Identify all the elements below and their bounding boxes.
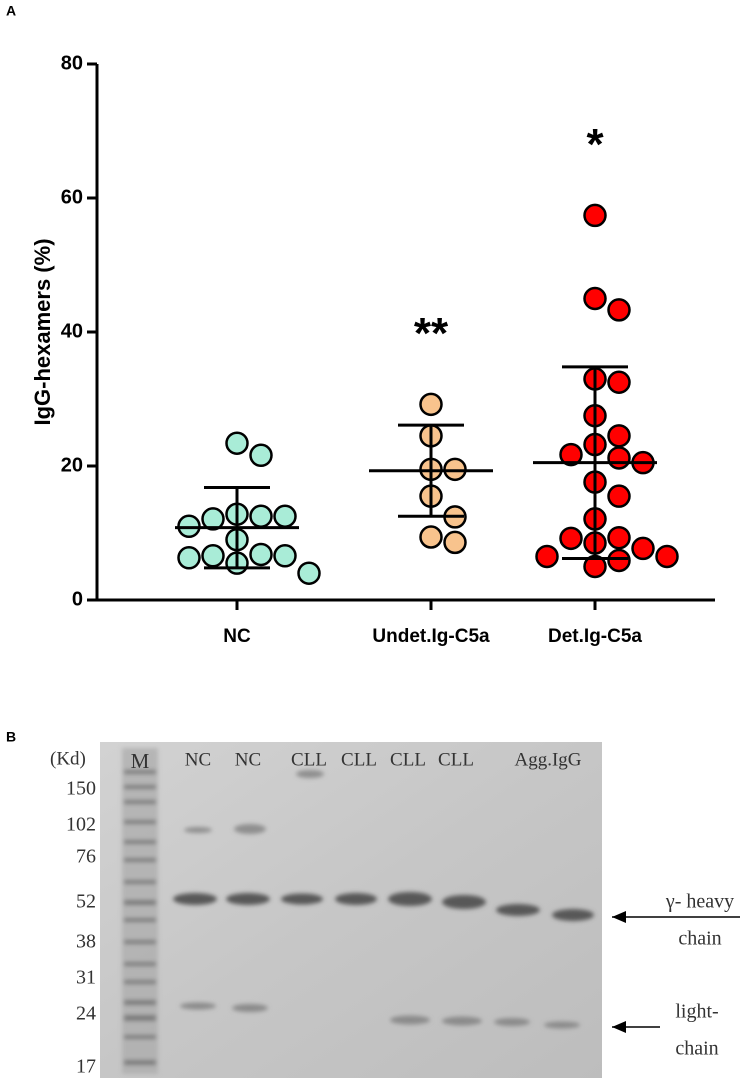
marker-size: 52 [76,891,96,913]
data-point [583,203,607,228]
data-point [443,530,467,555]
band-label: chain [675,1038,718,1060]
x-tick-label: Det.Ig-C5a [548,626,642,647]
band-label: light- [675,1001,718,1023]
marker-size: 17 [76,1056,96,1078]
lane-label: CLL [291,749,327,770]
panel-label: B [6,729,16,745]
lane-label: Agg.IgG [514,749,581,770]
dot-plot: 0 20 40 60 80 IgG-hexamers (%) NC Undet.Ig-C5a D… [30,52,715,647]
y-tick-label: 0 [72,588,83,610]
data-point [249,542,273,567]
marker-size: 31 [76,967,96,989]
data-point [559,526,583,551]
data-point [655,544,679,569]
marker-size: 102 [66,814,96,836]
band-label: γ- heavy [665,891,734,913]
data-point [535,544,559,569]
data-point [297,561,321,585]
data-point [607,446,631,470]
lane-label: CLL [390,749,426,770]
y-axis-label: IgG-hexamers (%) [30,238,55,425]
data-point [249,443,273,468]
data-point [559,442,583,467]
data-point [201,544,225,568]
gel-labels: NC NC CLL CLL CLL CLL Agg.IgG 150 102 76 52 38 31 24 1… [66,749,582,1077]
x-tick-label: Undet.Ig-C5a [372,626,490,647]
lane-label: CLL [438,749,474,770]
data-point [273,504,297,528]
data-point [419,392,443,417]
data-point [607,424,631,448]
data-point [607,548,631,573]
data-point [607,370,631,394]
unit-label: (Kd) [50,748,86,769]
significance: ** [414,309,449,358]
data-point [583,286,607,311]
data-point [419,525,443,549]
lane-label: NC [235,749,261,770]
marker-lane-label: M [131,749,150,773]
x-tick-label: NC [223,626,251,647]
data-point [607,525,631,550]
arrow-head [612,1021,626,1033]
data-point [177,546,201,570]
arrow-head [612,911,626,923]
y-tick-label: 80 [61,52,83,74]
gel-image: (Kd) M NC NC CLL CLL CLL CLL Agg.IgG 150 102 76 52… [50,742,740,1078]
panel-label: A [6,3,16,19]
band-label: chain [678,928,721,950]
data-point [607,298,631,322]
lane-label: CLL [341,749,377,770]
y-tick-label: 20 [61,454,83,476]
data-point [631,536,655,561]
data-point [201,507,225,531]
y-tick-label: 40 [61,320,83,342]
data-point [225,431,249,455]
lane-label: NC [185,749,211,770]
gel-bands [122,748,594,1074]
y-tick-label: 60 [61,186,83,208]
data-point [607,484,631,508]
data-point [273,544,297,568]
significance: * [586,120,604,169]
marker-size: 150 [66,778,96,800]
marker-size: 38 [76,931,96,953]
data-point [249,504,273,528]
marker-size: 24 [76,1003,96,1025]
marker-size: 76 [76,846,96,868]
